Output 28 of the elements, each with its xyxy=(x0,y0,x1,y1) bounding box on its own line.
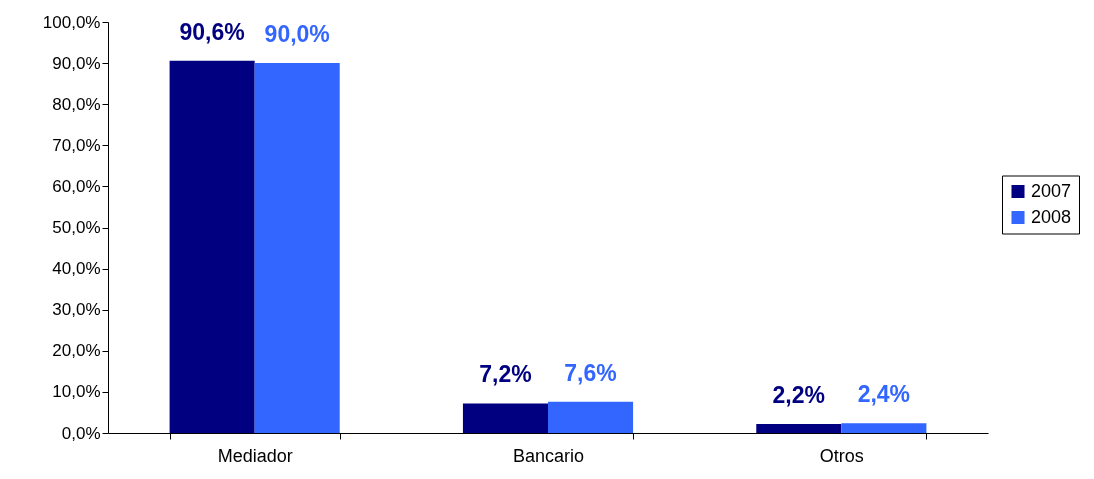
y-tick-label: 100,0% xyxy=(42,12,101,32)
data-label: 2,2% xyxy=(772,381,826,408)
y-tick-label: 70,0% xyxy=(52,135,101,155)
data-label: 90,6% xyxy=(179,18,245,45)
bar xyxy=(548,401,634,433)
y-tick-label: 40,0% xyxy=(52,259,101,279)
y-tick-label: 10,0% xyxy=(52,382,101,402)
bar xyxy=(254,63,340,433)
y-tick-label: 90,0% xyxy=(52,53,101,73)
y-tick-label: 80,0% xyxy=(52,94,101,114)
y-tick-label: 30,0% xyxy=(52,300,101,320)
data-label: 7,2% xyxy=(479,361,532,388)
bar xyxy=(841,423,927,433)
x-tick-label: Bancario xyxy=(512,445,585,466)
x-tick-label: Otros xyxy=(819,445,864,466)
data-label: 90,0% xyxy=(264,21,330,48)
bar xyxy=(756,423,842,433)
y-tick-label: 20,0% xyxy=(52,341,101,361)
data-label: 2,4% xyxy=(857,381,911,408)
legend-label: 2008 xyxy=(1031,206,1072,227)
x-tick-label: Mediador xyxy=(217,445,293,466)
y-tick-label: 50,0% xyxy=(52,218,101,237)
legend-label: 2007 xyxy=(1031,180,1072,201)
y-tick-label: 60,0% xyxy=(52,176,101,196)
y-tick-label: 0,0% xyxy=(61,423,101,443)
bar xyxy=(462,403,548,433)
data-label: 7,6% xyxy=(564,359,617,386)
bar xyxy=(169,60,255,433)
